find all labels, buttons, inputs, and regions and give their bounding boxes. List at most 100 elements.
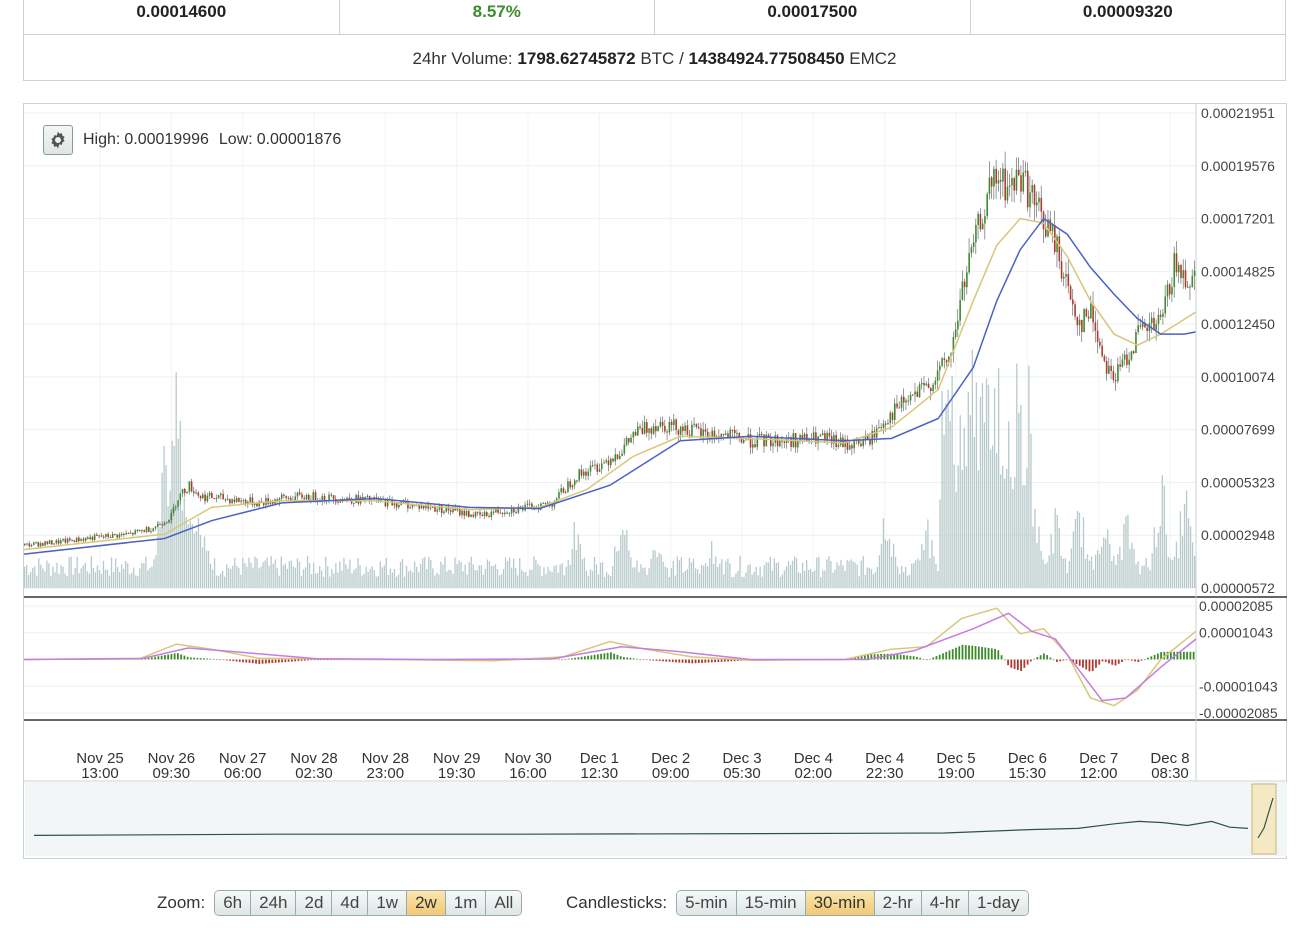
volume-bar bbox=[454, 557, 456, 588]
macd-histogram-bar bbox=[922, 658, 925, 660]
volume-bar bbox=[337, 572, 339, 588]
volume-bar bbox=[539, 565, 541, 588]
candle-body bbox=[727, 433, 729, 439]
zoom-1m-button[interactable]: 1m bbox=[445, 891, 487, 915]
volume-bar bbox=[923, 549, 925, 588]
candle-body bbox=[1114, 380, 1117, 382]
volume-bar bbox=[644, 567, 646, 588]
volume-bar bbox=[167, 506, 169, 588]
candle-2-hr-button[interactable]: 2-hr bbox=[874, 891, 922, 915]
candle-body bbox=[134, 530, 137, 535]
zoom-1w-button[interactable]: 1w bbox=[368, 891, 408, 915]
candle-body bbox=[673, 419, 675, 426]
macd-histogram-bar bbox=[574, 657, 576, 660]
candle-body bbox=[713, 430, 716, 438]
candle-body bbox=[776, 435, 779, 447]
volume-bar bbox=[690, 562, 693, 588]
zoom-24h-button[interactable]: 24h bbox=[251, 891, 297, 915]
candle-body bbox=[296, 492, 299, 497]
macd-histogram-bar bbox=[310, 659, 313, 661]
macd-histogram-bar bbox=[932, 657, 935, 660]
candle-body bbox=[452, 507, 454, 512]
macd-histogram-bar bbox=[912, 656, 915, 660]
candle-body bbox=[562, 488, 565, 493]
volume-bar bbox=[1143, 565, 1145, 588]
volume-bar bbox=[513, 558, 515, 588]
candle-1-day-button[interactable]: 1-day bbox=[969, 891, 1028, 915]
zoom-4d-button[interactable]: 4d bbox=[332, 891, 369, 915]
zoom-6h-button[interactable]: 6h bbox=[215, 891, 252, 915]
candle-body bbox=[682, 426, 684, 432]
candle-body bbox=[961, 281, 964, 300]
volume-bar bbox=[211, 569, 214, 588]
candle-body bbox=[62, 538, 64, 541]
volume-bar bbox=[327, 566, 329, 588]
macd-histogram-bar bbox=[248, 659, 251, 663]
volume-bar bbox=[1088, 560, 1091, 588]
macd-histogram-bar bbox=[1052, 659, 1055, 661]
volume-bar bbox=[450, 570, 452, 588]
candle-body bbox=[1166, 284, 1169, 297]
candle-body bbox=[650, 428, 653, 434]
macd-histogram-bar bbox=[971, 645, 974, 660]
candle-body bbox=[380, 498, 382, 501]
volume-bar bbox=[1105, 538, 1107, 588]
candle-body bbox=[693, 423, 695, 425]
volume-bar bbox=[905, 566, 907, 588]
candle-body bbox=[612, 458, 614, 462]
candle-body bbox=[362, 497, 364, 500]
macd-histogram-bar bbox=[981, 646, 983, 660]
time-tick-time: 12:00 bbox=[1080, 765, 1118, 782]
zoom-all-button[interactable]: All bbox=[486, 891, 522, 915]
macd-tick-label: -0.00001043 bbox=[1199, 678, 1278, 694]
volume-bar bbox=[266, 557, 268, 588]
macd-histogram-bar bbox=[1111, 659, 1114, 665]
volume-bar bbox=[472, 564, 474, 588]
macd-histogram-bar bbox=[216, 659, 218, 660]
volume-bar bbox=[521, 569, 523, 588]
volume-bar bbox=[197, 517, 200, 588]
candle-body bbox=[1099, 341, 1101, 346]
volume-bar bbox=[418, 572, 420, 588]
candle-30-min-button[interactable]: 30-min bbox=[805, 891, 875, 915]
candle-body bbox=[73, 540, 76, 543]
candle-body bbox=[184, 488, 186, 493]
zoom-2d-button[interactable]: 2d bbox=[296, 891, 333, 915]
macd-histogram-bar bbox=[658, 659, 661, 662]
macd-histogram-bar bbox=[632, 658, 635, 660]
volume-bar bbox=[670, 568, 672, 588]
candle-body bbox=[880, 427, 883, 429]
macd-histogram-bar bbox=[1049, 657, 1052, 660]
price-tick-label: 0.00014825 bbox=[1201, 263, 1275, 279]
candle-body bbox=[934, 380, 937, 385]
macd-histogram-bar bbox=[942, 653, 944, 660]
candle-4-hr-button[interactable]: 4-hr bbox=[921, 891, 970, 915]
volume-bar bbox=[991, 445, 994, 588]
volume-bar bbox=[915, 560, 917, 588]
candle-body bbox=[968, 253, 970, 273]
volume-bar bbox=[438, 574, 440, 588]
candle-body bbox=[258, 501, 260, 507]
candle-body bbox=[434, 507, 436, 512]
candle-body bbox=[738, 433, 741, 439]
candle-5-min-button[interactable]: 5-min bbox=[677, 891, 737, 915]
volume-bar bbox=[692, 558, 695, 588]
candle-body bbox=[477, 511, 479, 513]
volume-bar bbox=[852, 561, 854, 588]
chart-settings-button[interactable] bbox=[43, 125, 73, 155]
macd-histogram-bar bbox=[190, 657, 192, 660]
volume-bar bbox=[688, 557, 691, 588]
volume-bar bbox=[116, 567, 119, 588]
volume-bar bbox=[939, 499, 941, 588]
candle-body bbox=[957, 320, 959, 330]
candle-15-min-button[interactable]: 15-min bbox=[736, 891, 806, 915]
volume-bar bbox=[375, 576, 377, 588]
volume-bar bbox=[1139, 574, 1141, 588]
candle-body bbox=[740, 438, 743, 443]
volume-separator: / bbox=[679, 49, 684, 68]
volume-bar bbox=[426, 569, 428, 588]
volume-bar bbox=[557, 572, 559, 588]
volume-bar bbox=[646, 574, 648, 588]
zoom-2w-button[interactable]: 2w bbox=[407, 891, 446, 915]
